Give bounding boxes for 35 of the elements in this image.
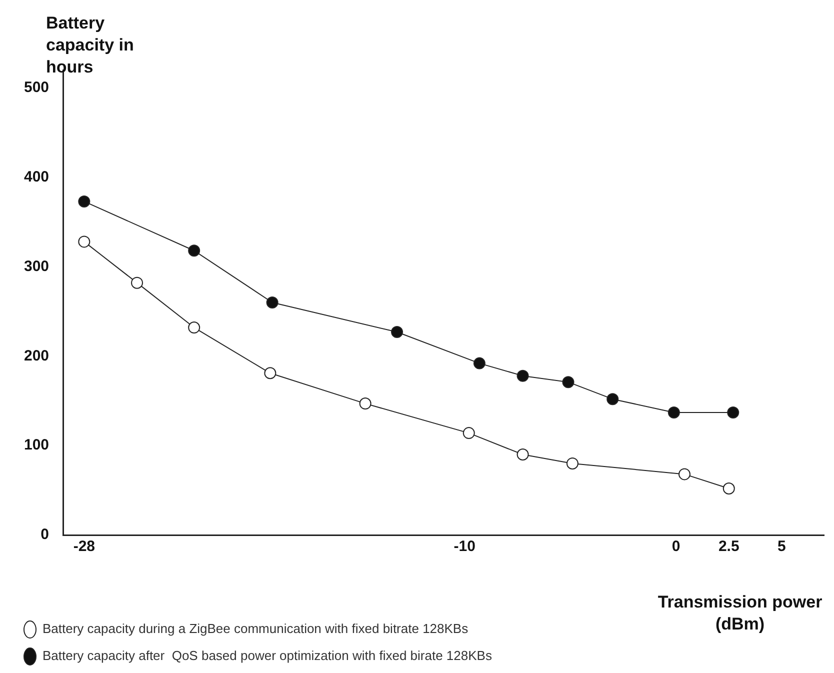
point <box>264 367 276 380</box>
point <box>727 406 740 418</box>
x-axis-title: Transmission power (dBm) <box>658 592 823 634</box>
point <box>266 296 278 308</box>
point <box>516 448 529 461</box>
point <box>78 236 90 248</box>
y-axis-title: Battery capacity in hours <box>46 14 134 77</box>
point <box>473 357 486 370</box>
point <box>606 393 619 406</box>
x-tick-label: -28 <box>73 538 96 556</box>
legend-label: Battery capacity after QoS based power optimization with fixed birate 128KBs <box>42 648 492 664</box>
point <box>188 244 200 257</box>
point <box>562 376 574 388</box>
point <box>391 326 404 338</box>
y-tick-label: 0 <box>40 526 50 544</box>
y-tick-label: 300 <box>24 258 50 275</box>
y-tick-label: 400 <box>24 168 50 186</box>
point <box>462 427 475 440</box>
point <box>188 322 200 334</box>
point <box>678 468 690 480</box>
y-tick-label: 100 <box>24 436 50 454</box>
y-tick-label: 500 <box>24 79 50 96</box>
point <box>359 398 372 410</box>
legend-label: Battery capacity during a ZigBee communication with fixed bitrate 128KBs <box>42 621 469 636</box>
y-tick-label: 200 <box>24 347 50 364</box>
point <box>668 406 680 418</box>
point <box>516 370 529 382</box>
x-tick-label: 5 <box>778 538 786 556</box>
point <box>78 195 90 208</box>
point <box>722 482 735 494</box>
x-tick-label: -10 <box>454 538 476 556</box>
x-tick-label: 0 <box>672 538 680 556</box>
point <box>131 276 144 289</box>
point <box>566 457 578 470</box>
x-tick-label: 2.5 <box>718 538 740 556</box>
